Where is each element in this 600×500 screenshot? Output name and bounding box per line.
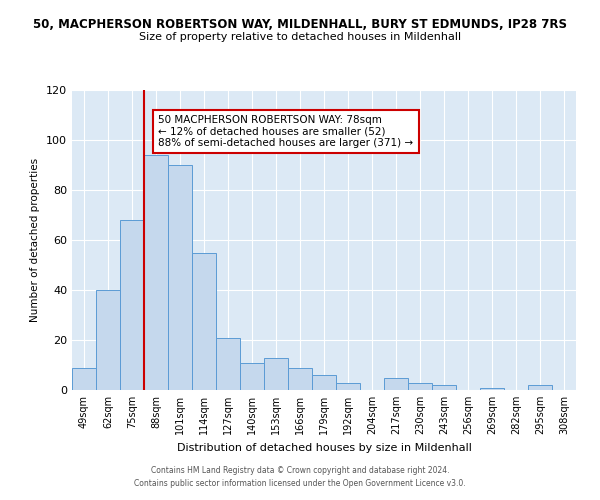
Bar: [288, 368, 312, 390]
Bar: [216, 338, 240, 390]
Bar: [120, 220, 144, 390]
Bar: [192, 252, 216, 390]
Text: 50 MACPHERSON ROBERTSON WAY: 78sqm
← 12% of detached houses are smaller (52)
88%: 50 MACPHERSON ROBERTSON WAY: 78sqm ← 12%…: [158, 115, 413, 148]
Bar: [384, 378, 408, 390]
Bar: [408, 382, 432, 390]
Bar: [264, 358, 288, 390]
Bar: [480, 388, 504, 390]
Bar: [96, 290, 120, 390]
Text: 50, MACPHERSON ROBERTSON WAY, MILDENHALL, BURY ST EDMUNDS, IP28 7RS: 50, MACPHERSON ROBERTSON WAY, MILDENHALL…: [33, 18, 567, 30]
Bar: [168, 165, 192, 390]
Text: Contains HM Land Registry data © Crown copyright and database right 2024.
Contai: Contains HM Land Registry data © Crown c…: [134, 466, 466, 487]
Bar: [312, 375, 336, 390]
X-axis label: Distribution of detached houses by size in Mildenhall: Distribution of detached houses by size …: [176, 442, 472, 452]
Y-axis label: Number of detached properties: Number of detached properties: [31, 158, 40, 322]
Bar: [144, 155, 168, 390]
Text: Size of property relative to detached houses in Mildenhall: Size of property relative to detached ho…: [139, 32, 461, 42]
Bar: [528, 385, 552, 390]
Bar: [240, 362, 264, 390]
Bar: [72, 368, 96, 390]
Bar: [432, 385, 456, 390]
Bar: [336, 382, 360, 390]
